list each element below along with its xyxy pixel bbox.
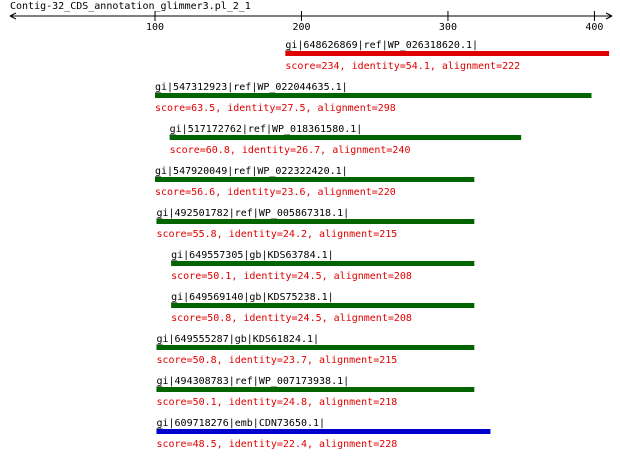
x-tick-label: 100	[146, 22, 164, 33]
hit-name: gi|494308783|ref|WP_007173938.1|	[156, 376, 349, 387]
hit-annotation: score=50.1, identity=24.5, alignment=208	[171, 271, 412, 282]
hit-bar	[285, 51, 610, 56]
hit-bar	[169, 135, 522, 140]
hit-name: gi|547312923|ref|WP_022044635.1|	[155, 82, 348, 93]
hit-annotation: score=60.8, identity=26.7, alignment=240	[170, 145, 411, 156]
hit-name: gi|648626869|ref|WP_026318620.1|	[285, 40, 478, 51]
hit-bar	[171, 303, 475, 308]
hit-annotation: score=50.1, identity=24.8, alignment=218	[156, 397, 397, 408]
x-tick-label: 300	[439, 22, 457, 33]
hit-annotation: score=48.5, identity=22.4, alignment=228	[156, 439, 397, 450]
hit-annotation: score=234, identity=54.1, alignment=222	[285, 61, 520, 72]
hit-annotation: score=56.6, identity=23.6, alignment=220	[155, 187, 396, 198]
x-tick-label: 200	[292, 22, 310, 33]
hit-bar	[155, 93, 592, 98]
chart-title: Contig-32_CDS_annotation_glimmer3.pl_2_1	[10, 1, 251, 12]
x-tick-label: 400	[585, 22, 603, 33]
hit-name: gi|649555287|gb|KDS61824.1|	[156, 334, 319, 345]
hit-bar	[156, 429, 491, 434]
hit-name: gi|492501782|ref|WP_005867318.1|	[156, 208, 349, 219]
hit-annotation: score=50.8, identity=24.5, alignment=208	[171, 313, 412, 324]
hit-annotation: score=55.8, identity=24.2, alignment=215	[156, 229, 397, 240]
hit-name: gi|517172762|ref|WP_018361580.1|	[170, 124, 363, 135]
hit-name: gi|649569140|gb|KDS75238.1|	[171, 292, 334, 303]
hit-name: gi|609718276|emb|CDN73650.1|	[156, 418, 325, 429]
hit-name: gi|649557305|gb|KDS63784.1|	[171, 250, 334, 261]
hit-bar	[156, 219, 475, 224]
hit-bar	[171, 261, 475, 266]
hit-annotation: score=63.5, identity=27.5, alignment=298	[155, 103, 396, 114]
hit-annotation: score=50.8, identity=23.7, alignment=215	[156, 355, 397, 366]
hit-bar	[156, 387, 475, 392]
hit-name: gi|547920049|ref|WP_022322420.1|	[155, 166, 348, 177]
hit-bar	[156, 345, 475, 350]
axis-arrows	[9, 12, 613, 20]
hit-bar	[155, 177, 475, 182]
